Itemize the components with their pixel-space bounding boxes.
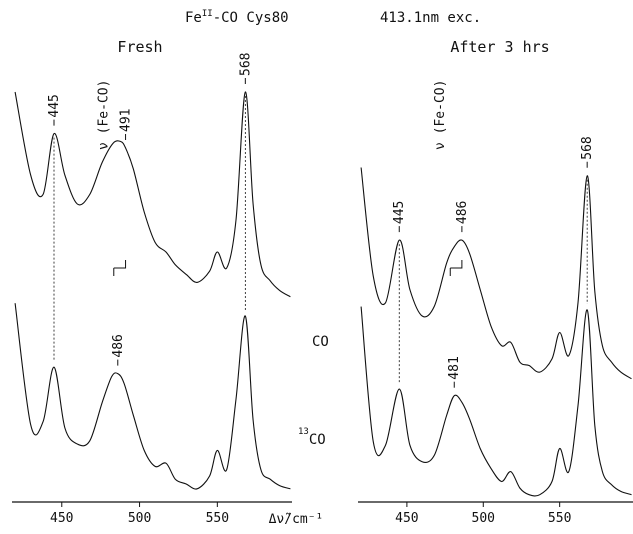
title-fe: Fe [185, 10, 202, 26]
x-tick-label: 450 [395, 511, 418, 526]
peak-label: 481 [447, 356, 462, 379]
series-line-co [14, 91, 291, 298]
isotope-co: CO [309, 432, 326, 448]
peak-label: 568 [580, 136, 595, 159]
figure-title: FeII-CO Cys80 [185, 9, 289, 26]
x-tick-label: 450 [50, 511, 73, 526]
x-tick-label: 500 [472, 511, 495, 526]
peak-label: 445 [392, 201, 407, 224]
trace-label-co: CO [312, 334, 329, 350]
panel-title-fresh: Fresh [117, 38, 162, 56]
peak-label: 568 [238, 53, 253, 76]
excitation-label: 413.1nm exc. [380, 10, 481, 26]
x-axis-label: Δν̃/cm⁻¹ [269, 512, 324, 527]
x-tick-label: 550 [548, 511, 571, 526]
title-oxidation-state: II [202, 9, 213, 19]
isotope-superscript: 13 [298, 427, 309, 437]
panel-title-after: After 3 hrs [450, 38, 549, 56]
peak-label: 445 [47, 94, 62, 117]
series-line-13co [360, 306, 632, 497]
peak-label: 486 [111, 334, 126, 357]
x-tick-label: 500 [128, 511, 151, 526]
series-line-13co [14, 303, 291, 490]
title-rest: -CO Cys80 [213, 10, 289, 26]
shift-bracket [449, 260, 463, 276]
x-tick-label: 550 [206, 511, 229, 526]
mode-label-fe-co: ν (Fe-CO) [97, 80, 112, 150]
trace-label-13co: 13CO [298, 427, 326, 448]
mode-label-fe-co: ν (Fe-CO) [433, 80, 448, 150]
peak-label: 486 [455, 201, 470, 224]
peak-label: 491 [119, 109, 134, 132]
panel-fresh: 450 500 550 445 491 568 486 ν (Fe-CO) [12, 53, 292, 526]
shift-bracket [113, 260, 127, 276]
panel-after-3-hrs: 450 500 550 445 486 568 481 ν (Fe-CO) [358, 80, 633, 526]
series-line-co [360, 167, 632, 380]
